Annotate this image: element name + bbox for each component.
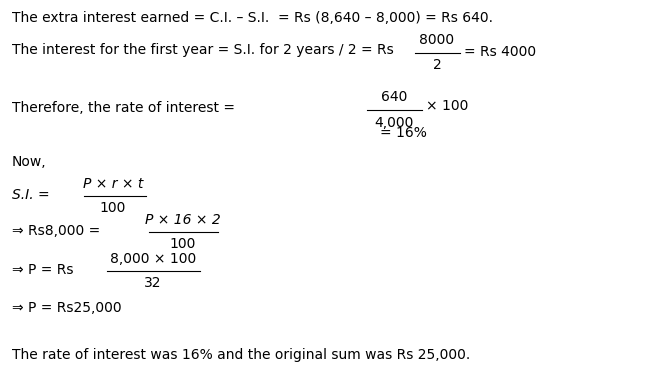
Text: ⇒ P = Rs25,000: ⇒ P = Rs25,000 xyxy=(12,301,122,315)
Text: 640: 640 xyxy=(381,90,407,104)
Text: Therefore, the rate of interest =: Therefore, the rate of interest = xyxy=(12,101,235,115)
Text: 100: 100 xyxy=(100,201,126,215)
Text: 32: 32 xyxy=(145,276,162,290)
Text: = 16%: = 16% xyxy=(380,126,427,140)
Text: ⇒ P = Rs: ⇒ P = Rs xyxy=(12,263,73,277)
Text: 8,000 × 100: 8,000 × 100 xyxy=(110,252,196,266)
Text: 8000: 8000 xyxy=(420,33,455,47)
Text: 4,000: 4,000 xyxy=(374,116,414,130)
Text: S.I. =: S.I. = xyxy=(12,188,50,202)
Text: The rate of interest was 16% and the original sum was Rs 25,000.: The rate of interest was 16% and the ori… xyxy=(12,348,470,362)
Text: = Rs 4000: = Rs 4000 xyxy=(464,45,536,59)
Text: 100: 100 xyxy=(170,237,196,251)
Text: ⇒ Rs8,000 =: ⇒ Rs8,000 = xyxy=(12,224,101,238)
Text: Now,: Now, xyxy=(12,155,47,169)
Text: The interest for the first year = S.I. for 2 years / 2 = Rs: The interest for the first year = S.I. f… xyxy=(12,43,402,57)
Text: × 100: × 100 xyxy=(426,99,468,113)
Text: 2: 2 xyxy=(433,58,442,72)
Text: P × 16 × 2: P × 16 × 2 xyxy=(145,213,221,227)
Text: P × r × t: P × r × t xyxy=(83,177,143,191)
Text: The extra interest earned = C.I. – S.I.  = Rs (8,640 – 8,000) = Rs 640.: The extra interest earned = C.I. – S.I. … xyxy=(12,11,493,25)
